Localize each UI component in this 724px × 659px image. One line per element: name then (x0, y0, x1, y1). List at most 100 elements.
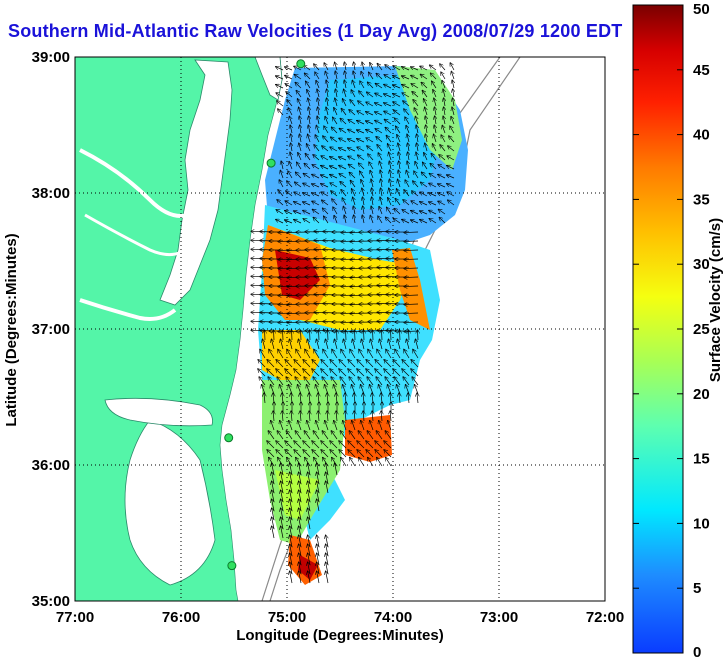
velocity-vector (358, 101, 365, 107)
velocity-vector (350, 100, 356, 107)
velocity-vector (308, 517, 310, 530)
velocity-vector (350, 458, 356, 467)
velocity-vector (377, 145, 383, 152)
lon-tick-label: 73:00 (480, 609, 518, 626)
velocity-vector (444, 98, 445, 107)
velocity-vector (368, 458, 374, 467)
velocity-vector (368, 154, 374, 161)
velocity-vector (299, 107, 301, 116)
velocity-vector (411, 369, 419, 377)
velocity-vector (415, 339, 418, 350)
velocity-vector (312, 165, 320, 170)
chesapeake-bay (159, 59, 233, 306)
velocity-vector (330, 166, 338, 170)
velocity-vector (285, 67, 293, 71)
hf-radar-station (296, 59, 306, 69)
colorbar-label: Surface Velocity (cm/s) (707, 218, 724, 382)
velocity-vector (316, 421, 320, 431)
velocity-vector (354, 215, 355, 224)
velocity-vector (287, 349, 293, 359)
velocity-vector (339, 174, 347, 179)
velocity-vector (276, 360, 284, 368)
velocity-vector (285, 441, 293, 449)
velocity-vector (357, 121, 365, 125)
velocity-vector (295, 431, 302, 440)
velocity-vector (343, 339, 346, 350)
velocity-vector (294, 450, 302, 458)
velocity-vector (447, 184, 455, 188)
velocity-vector (411, 360, 419, 368)
velocity-vector (370, 171, 374, 179)
velocity-vector (308, 134, 310, 143)
velocity-vector (359, 91, 365, 98)
colorbar-tick-label: 10 (693, 515, 710, 532)
latitude-ticks: 39:00 38:00 37:00 36:00 35:00 (32, 49, 70, 610)
velocity-vector (398, 143, 400, 152)
colorbar-tick-label: 5 (693, 580, 701, 597)
velocity-vector (351, 90, 356, 98)
velocity-vector (267, 360, 275, 368)
y-axis-label: Latitude (Degrees:Minutes) (3, 233, 20, 426)
velocity-vector (405, 117, 410, 125)
velocity-vector (340, 182, 347, 188)
velocity-vector (352, 421, 356, 431)
velocity-vector (393, 369, 401, 377)
velocity-vector (441, 135, 446, 143)
velocity-vector (407, 134, 409, 143)
velocity-vector (352, 80, 355, 89)
velocity-vector (300, 411, 301, 422)
velocity-vector (439, 217, 446, 224)
colorbar-tick-label: 0 (693, 644, 701, 659)
velocity-vector (375, 360, 383, 368)
velocity-vector (390, 170, 391, 179)
map-title: Southern Mid-Atlantic Raw Velocities (1 … (8, 21, 623, 41)
velocity-vector (393, 94, 401, 98)
velocity-vector (345, 71, 346, 80)
velocity-vector (288, 108, 293, 116)
velocity-vector (321, 450, 329, 458)
velocity-vector (375, 93, 383, 98)
velocity-vector (264, 393, 265, 404)
velocity-vector (339, 138, 347, 143)
velocity-vector (330, 441, 338, 449)
velocity-vector (370, 421, 374, 431)
velocity-vector (330, 369, 338, 377)
velocity-vector (403, 200, 410, 206)
velocity-vector (348, 139, 356, 143)
velocity-vector (443, 116, 445, 125)
velocity-vector (331, 127, 338, 134)
velocity-vector (397, 135, 401, 143)
velocity-vector (381, 188, 382, 197)
velocity-vector (411, 75, 419, 80)
velocity-vector (448, 146, 455, 152)
velocity-vector (344, 215, 346, 224)
velocity-vector (361, 421, 365, 431)
velocity-vector (362, 215, 364, 224)
velocity-vector (425, 107, 427, 116)
velocity-vector (357, 111, 365, 116)
velocity-vector (303, 369, 311, 377)
velocity-vector (381, 179, 382, 188)
velocity-vector (429, 202, 437, 206)
velocity-vector (384, 103, 392, 107)
velocity-vector (277, 431, 284, 440)
velocity-vector (258, 360, 266, 368)
velocity-vector (376, 73, 383, 80)
velocity-vector (389, 188, 391, 197)
velocity-vector (417, 134, 418, 143)
velocity-vector (285, 201, 293, 206)
velocity-vector (413, 181, 419, 188)
velocity-vector (352, 189, 356, 197)
velocity-vector (379, 161, 382, 170)
velocity-vector (357, 369, 365, 377)
velocity-vector (420, 202, 428, 206)
velocity-vector (308, 571, 310, 584)
velocity-vector (397, 339, 400, 350)
velocity-vector (411, 84, 419, 89)
velocity-vector (421, 182, 428, 188)
velocity-vector (363, 206, 364, 215)
velocity-vector (297, 99, 302, 107)
velocity-vector (380, 170, 382, 179)
velocity-vector (332, 349, 338, 359)
